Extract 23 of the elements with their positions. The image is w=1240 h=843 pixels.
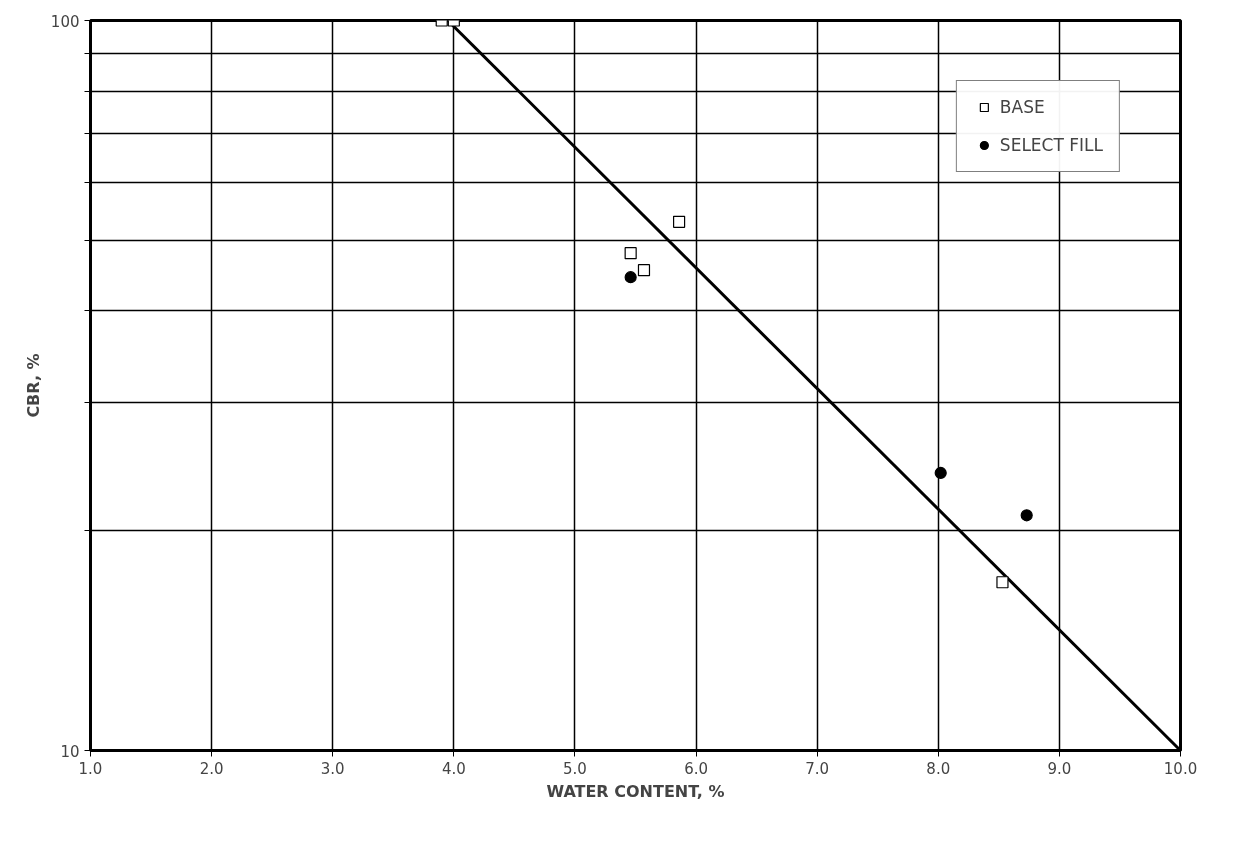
x-tick-label: 6.0: [684, 759, 708, 778]
x-tick-label: 4.0: [441, 759, 466, 778]
legend-label: SELECT FILL: [999, 135, 1103, 155]
x-tick-label: 2.0: [199, 759, 224, 778]
x-tick-label: 3.0: [320, 759, 345, 778]
y-tick-label: 100: [50, 12, 80, 31]
point: [624, 247, 637, 260]
point: [673, 215, 686, 228]
x-tick-label: 9.0: [1047, 759, 1072, 778]
point: [624, 271, 637, 284]
x-tick-label: 10.0: [1163, 759, 1198, 778]
x-tick-label: 1.0: [78, 759, 103, 778]
point: [637, 264, 651, 277]
point: [1020, 509, 1033, 522]
point: [996, 576, 1009, 589]
x-tick-label: 5.0: [563, 759, 587, 778]
x-tick-label: 7.0: [805, 759, 830, 778]
y-axis-title: CBR, %: [23, 353, 43, 418]
y-tick-label: 10: [60, 742, 80, 761]
x-axis-title: WATER CONTENT, %: [546, 781, 725, 801]
x-tick-label: 8.0: [926, 759, 951, 778]
point: [934, 466, 947, 480]
legend-label: BASE: [999, 97, 1045, 117]
